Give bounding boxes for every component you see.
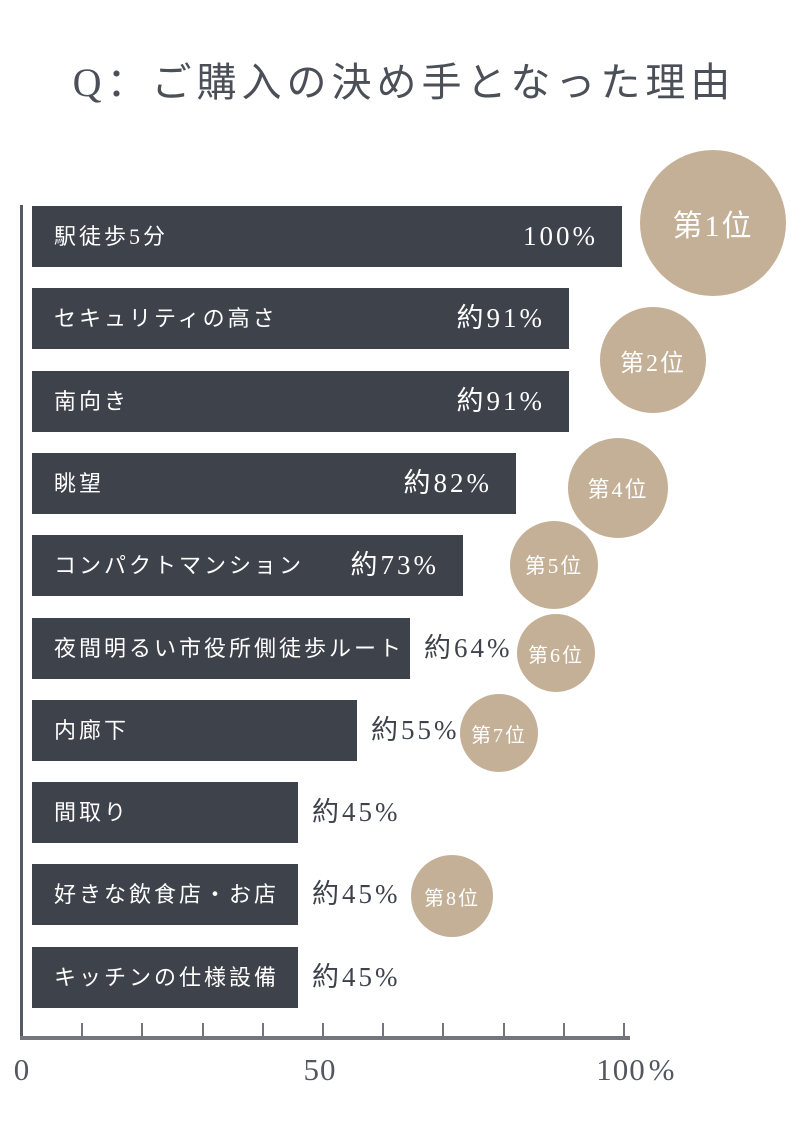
- bar: コンパクトマンション 約73%: [32, 535, 463, 596]
- bar-value: 約73%: [350, 550, 439, 580]
- bar-label: 南向き: [54, 389, 130, 414]
- axis-tick: [442, 1023, 444, 1036]
- x-axis-line: [20, 1036, 630, 1040]
- bar-label: 間取り: [54, 800, 130, 825]
- bar: 南向き 約91%: [32, 371, 569, 432]
- chart-title: Q：ご購入の決め手となった理由: [72, 60, 736, 105]
- bar: 間取り: [32, 782, 298, 843]
- axis-tick: [202, 1023, 204, 1036]
- bar-label: コンパクトマンション: [54, 553, 305, 578]
- bar-label: 好きな飲食店・お店: [54, 882, 280, 907]
- rank-badge: 第7位: [460, 694, 538, 772]
- bar: 内廊下: [32, 700, 357, 761]
- rank-badge: 第4位: [568, 438, 668, 538]
- bar-label: セキュリティの高さ: [54, 306, 278, 331]
- rank-badge: 第8位: [411, 855, 493, 937]
- bar-row: 間取り 約45%: [32, 782, 792, 843]
- bar-label: 夜間明るい市役所側徒歩ルート: [54, 636, 405, 661]
- bar: セキュリティの高さ 約91%: [32, 288, 569, 349]
- bar-value: 約64%: [424, 633, 513, 663]
- x-axis-unit-label: %: [648, 1052, 676, 1087]
- axis-tick: [503, 1023, 505, 1036]
- bar-value: 約45%: [312, 962, 401, 992]
- bar: 駅徒歩5分 100%: [32, 206, 622, 267]
- rank-badge: 第1位: [640, 150, 786, 296]
- rank-badge: 第6位: [517, 614, 595, 692]
- axis-tick: [262, 1023, 264, 1036]
- axis-tick: [81, 1023, 83, 1036]
- axis-tick: [623, 1023, 625, 1036]
- axis-tick: [322, 1023, 324, 1036]
- bar: キッチンの仕様設備: [32, 947, 298, 1008]
- bar-label: 眺望: [54, 471, 105, 496]
- bar-label: 駅徒歩5分: [54, 224, 169, 249]
- bar-row: コンパクトマンション 約73%: [32, 535, 792, 596]
- bar-row: 夜間明るい市役所側徒歩ルート 約64%: [32, 618, 792, 679]
- bar-row: 好きな飲食店・お店 約45%: [32, 864, 792, 925]
- x-axis-tick-label-100: 100: [596, 1052, 646, 1087]
- bar-value: 約45%: [312, 879, 401, 909]
- bar-label: 内廊下: [54, 718, 130, 743]
- axis-tick: [141, 1023, 143, 1036]
- bar-label: キッチンの仕様設備: [54, 965, 280, 990]
- bar-row: 眺望 約82%: [32, 453, 792, 514]
- bar-value: 約82%: [403, 468, 492, 498]
- bar: 眺望 約82%: [32, 453, 516, 514]
- axis-tick: [382, 1023, 384, 1036]
- y-axis-line: [20, 205, 23, 1039]
- bar-value: 約45%: [312, 797, 401, 827]
- bar-value: 約55%: [371, 715, 460, 745]
- bar-row: キッチンの仕様設備 約45%: [32, 947, 792, 1008]
- bar-value: 100%: [523, 221, 598, 251]
- rank-badge: 第5位: [510, 521, 598, 609]
- bar: 夜間明るい市役所側徒歩ルート: [32, 618, 410, 679]
- axis-tick: [563, 1023, 565, 1036]
- bar-value: 約91%: [456, 303, 545, 333]
- bar-value: 約91%: [456, 386, 545, 416]
- bar-row: 内廊下 約55%: [32, 700, 792, 761]
- bar-row: 駅徒歩5分 100%: [32, 206, 792, 267]
- x-axis-tick-label-0: 0: [13, 1052, 31, 1087]
- bar: 好きな飲食店・お店: [32, 864, 298, 925]
- bar-row: 南向き 約91%: [32, 371, 792, 432]
- rank-badge: 第2位: [600, 307, 706, 413]
- x-axis-tick-label-50: 50: [303, 1052, 337, 1087]
- bar-row: セキュリティの高さ 約91%: [32, 288, 792, 349]
